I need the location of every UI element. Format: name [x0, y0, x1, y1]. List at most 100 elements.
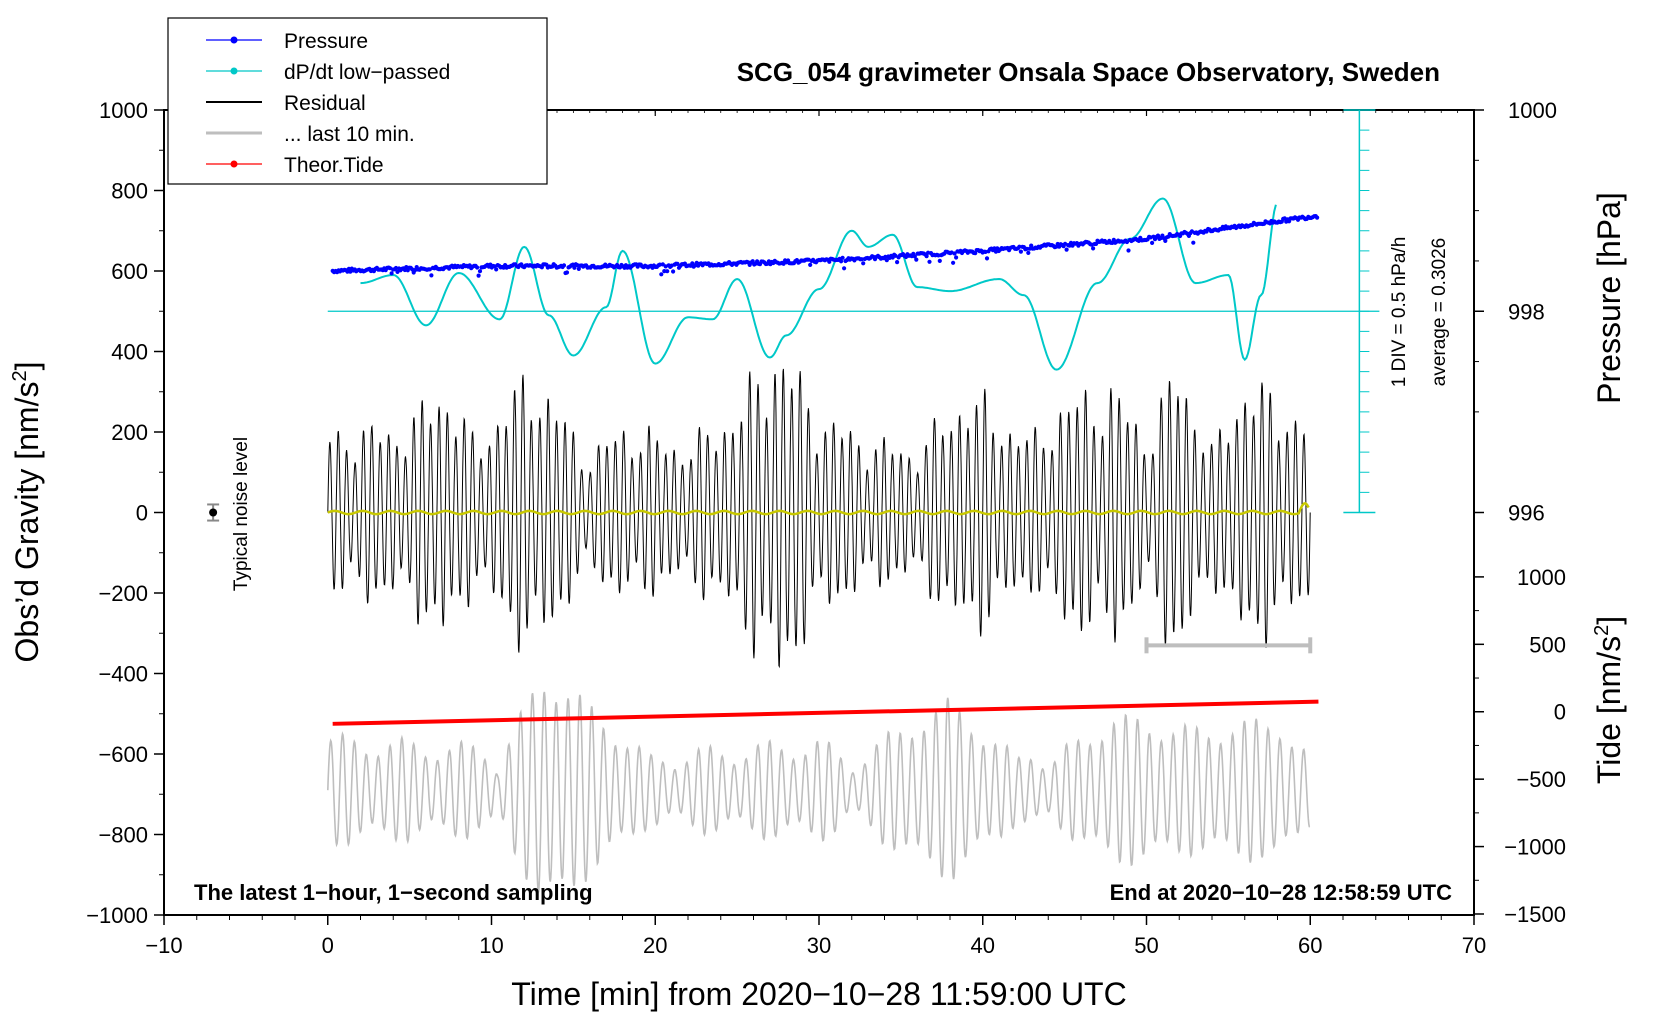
pressure-point: [927, 259, 932, 264]
pressure-point: [675, 261, 680, 266]
pressure-tick-label: 998: [1508, 299, 1545, 324]
pressure-point: [1150, 240, 1155, 245]
legend-item-last10: ... last 10 min.: [206, 123, 415, 146]
pressure-point: [494, 267, 499, 272]
pressure-point: [429, 273, 434, 278]
pressure-point: [884, 258, 889, 263]
data-layer: [327, 197, 1380, 893]
legend-label-last10: ... last 10 min.: [284, 123, 415, 146]
noise-level-label: Typical noise level: [231, 437, 252, 591]
tide-tick-label: −1000: [1504, 835, 1566, 860]
pressure-point: [1026, 250, 1031, 255]
pressure-point: [840, 255, 845, 260]
pressure-point: [842, 266, 847, 271]
x-tick-label: 0: [322, 933, 334, 958]
pressure-point: [914, 257, 919, 262]
y-axis-title-tide: Tide [nm/s2]: [1591, 616, 1627, 784]
y-axis-title-left-tail: ]: [9, 362, 45, 371]
pressure-point: [657, 262, 662, 267]
legend-item-residual: Residual: [206, 92, 366, 115]
pressure-point: [984, 256, 990, 261]
pressure-point: [1124, 239, 1130, 245]
pressure-point: [924, 254, 929, 259]
pressure-point: [475, 265, 480, 270]
pressure-tick-label: 1000: [1508, 98, 1557, 123]
y-axis-title-tide-main: Tide [nm/s: [1591, 636, 1627, 784]
tide-tick-label: 0: [1554, 700, 1566, 725]
pressure-point: [561, 263, 567, 268]
pressure-points: [330, 214, 1320, 278]
pressure-point: [671, 269, 676, 274]
dpdt-line: [360, 197, 1277, 371]
pressure-point: [937, 258, 942, 263]
x-tick-label: 10: [479, 933, 503, 958]
x-tick-label: 70: [1462, 933, 1486, 958]
y-tick-label: 1000: [99, 98, 148, 123]
pressure-point: [808, 262, 813, 267]
pressure-point: [839, 259, 844, 264]
pressure-point: [1155, 233, 1161, 238]
pressure-point: [750, 259, 755, 264]
y-tick-label: 0: [136, 501, 148, 526]
axis-ticks: −10 0 10 20 30 40 50 60 70 1000 800 600 400 200 0 −200 −…: [86, 98, 1566, 958]
tide-tick-label: 1000: [1517, 565, 1566, 590]
residual-lowpass-line: [327, 501, 1310, 516]
annotation-right: End at 2020−10−28 12:58:59 UTC: [1110, 880, 1453, 905]
legend-marker-dpdt: [230, 67, 238, 75]
y-tick-label: −600: [98, 742, 148, 767]
pressure-point: [690, 261, 695, 266]
y-axis-title-left: Obs’d Gravity [nm/s2]: [9, 362, 45, 663]
pressure-point: [954, 255, 959, 260]
noise-level-point: [209, 508, 218, 517]
tide-tick-label: −1500: [1504, 902, 1566, 927]
residual-line: [327, 368, 1311, 669]
y-tick-label: −200: [98, 581, 148, 606]
x-tick-label: 30: [807, 933, 831, 958]
legend-label-residual: Residual: [284, 92, 366, 115]
pressure-point: [1163, 238, 1168, 243]
overlay-layer: [207, 109, 1376, 654]
y-tick-label: −1000: [86, 903, 148, 928]
legend: Pressure dP/dt low−passed Residual ... l…: [167, 17, 548, 185]
pressure-point: [1018, 249, 1024, 254]
pressure-point: [951, 260, 956, 265]
y-tick-label: −400: [98, 662, 148, 687]
y-axis-title-left-main: Obs’d Gravity [nm/s: [9, 382, 45, 663]
y-tick-label: 400: [111, 340, 148, 365]
pressure-point: [1191, 240, 1196, 245]
pressure-point: [477, 269, 483, 274]
legend-marker-tide: [230, 160, 238, 168]
last-10min-line: [327, 691, 1311, 893]
pressure-point: [912, 254, 917, 259]
pressure-point: [564, 270, 570, 275]
x-tick-label: 50: [1134, 933, 1158, 958]
pressure-point: [1315, 215, 1320, 220]
pressure-point: [992, 246, 997, 251]
tide-tick-label: −500: [1516, 767, 1566, 792]
pressure-tick-label: 996: [1508, 501, 1545, 526]
pressure-scale-div-label: 1 DIV = 0.5 hPa/h: [1389, 237, 1410, 388]
pressure-point: [389, 271, 394, 276]
pressure-scale-average-label: average = 0.3026: [1429, 238, 1450, 386]
pressure-point: [1064, 247, 1069, 252]
tide-tick-label: 500: [1529, 632, 1566, 657]
y-axis-title-tide-tail: ]: [1591, 616, 1627, 625]
pressure-point: [1091, 246, 1096, 251]
legend-label-tide: Theor.Tide: [284, 154, 384, 177]
pressure-point: [659, 272, 664, 277]
legend-label-dpdt: dP/dt low−passed: [284, 61, 450, 84]
annotation-left: The latest 1−hour, 1−second sampling: [194, 880, 593, 905]
pressure-point: [476, 273, 481, 278]
y-tick-label: 600: [111, 259, 148, 284]
pressure-point: [572, 265, 577, 270]
y-tick-label: −800: [98, 823, 148, 848]
pressure-point: [952, 251, 957, 256]
legend-item-dpdt: dP/dt low−passed: [206, 61, 450, 84]
y-axis-title-pressure: Pressure [hPa]: [1591, 192, 1627, 404]
pressure-point: [1126, 248, 1131, 253]
theor-tide-line: [332, 699, 1319, 726]
x-tick-label: 60: [1298, 933, 1322, 958]
pressure-point: [665, 269, 670, 274]
x-tick-label: 40: [971, 933, 995, 958]
